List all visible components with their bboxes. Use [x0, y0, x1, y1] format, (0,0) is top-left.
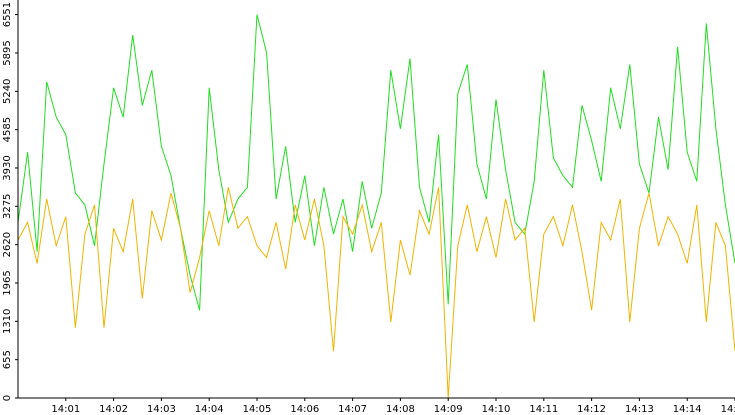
x-tick-label: 14:05: [243, 404, 272, 415]
x-tick-label: 14:02: [99, 404, 128, 415]
y-tick-label: 5895: [2, 40, 13, 65]
y-tick-label: 3275: [2, 194, 13, 219]
x-tick-label: 14:06: [290, 404, 319, 415]
x-tick-label: 14:14: [673, 404, 702, 415]
y-tick-label: 0: [2, 395, 13, 401]
y-tick-label: 4585: [2, 117, 13, 142]
y-tick-label: 5240: [2, 79, 13, 104]
x-tick-label: 14:11: [529, 404, 558, 415]
y-tick-label: 3930: [2, 155, 13, 180]
x-tick-label: 14:07: [338, 404, 367, 415]
x-tick-label: 14:12: [577, 404, 606, 415]
x-tick-label: 14:04: [195, 404, 224, 415]
x-tick-label: 14:13: [625, 404, 654, 415]
y-tick-label: 2620: [2, 232, 13, 257]
x-tick-label: 14:09: [434, 404, 463, 415]
series-line: [17, 187, 735, 399]
y-tick-label: 1965: [2, 270, 13, 295]
series-line: [17, 14, 735, 311]
x-tick-label: 14:15: [721, 404, 735, 415]
x-tick-label: 14:03: [147, 404, 176, 415]
x-tick-label: 14:08: [386, 404, 415, 415]
y-tick-label: 655: [2, 350, 13, 369]
x-tick-label: 14:01: [51, 404, 80, 415]
x-tick-label: 14:10: [482, 404, 511, 415]
y-tick-label: 1310: [2, 309, 13, 334]
y-tick-label: 6551: [2, 2, 13, 27]
